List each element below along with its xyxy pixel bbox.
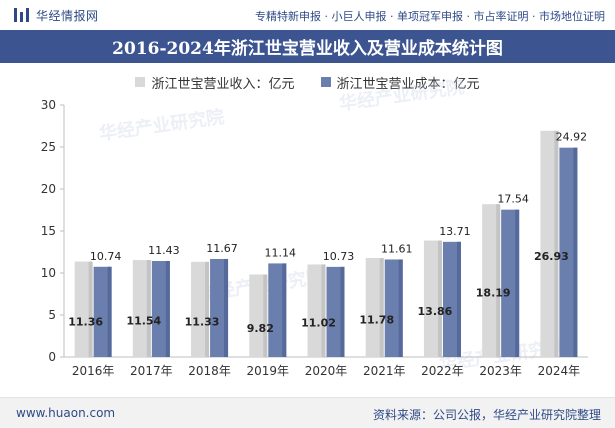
bar-cost: [442, 241, 461, 357]
bar-revenue-shade: [88, 261, 93, 357]
bar-revenue-shade: [205, 261, 210, 357]
bar-revenue: [365, 258, 384, 357]
bar-cost-shade: [515, 209, 520, 357]
bar-cost-shade: [340, 266, 345, 357]
data-label-cost: 10.73: [323, 250, 355, 263]
bar-cost-shade: [282, 263, 287, 357]
legend-label-cost: 浙江世宝营业成本：亿元: [336, 76, 480, 92]
bar-cost-shade: [573, 147, 578, 357]
x-tick-label: 2023年: [479, 364, 522, 378]
bar-cost: [93, 266, 112, 357]
bar-revenue-shade: [437, 240, 442, 357]
legend-label-revenue: 浙江世宝营业收入：亿元: [151, 76, 295, 92]
data-label-cost: 11.61: [381, 242, 413, 255]
data-label-revenue: 11.33: [185, 315, 220, 328]
bar-revenue: [482, 204, 501, 357]
bar-cost-shade: [165, 260, 170, 357]
data-label-revenue: 18.19: [476, 287, 511, 300]
bar-cost-shade: [224, 258, 229, 357]
bar-revenue: [307, 264, 326, 357]
data-label-cost: 17.54: [497, 193, 529, 206]
watermark-0: 华经产业研究院: [98, 106, 226, 145]
logo-bars-icon: [14, 8, 29, 22]
y-tick-label: 15: [41, 224, 56, 238]
data-label-revenue: 9.82: [247, 322, 274, 335]
bar-revenue: [74, 261, 93, 357]
bar-cost: [151, 260, 170, 357]
x-tick-label: 2018年: [188, 364, 231, 378]
bar-revenue: [132, 260, 151, 357]
bar-cost: [326, 266, 345, 357]
y-tick-label: 20: [41, 182, 56, 196]
footer-source: 资料来源：公司公报，华经产业研究院整理: [372, 408, 601, 422]
bar-cost: [384, 259, 403, 357]
watermark-1: 华经产业研究院: [338, 76, 466, 115]
bar-revenue-shade: [496, 204, 501, 357]
data-label-cost: 10.74: [90, 250, 122, 263]
bar-cost: [501, 209, 520, 357]
chart-legend: 浙江世宝营业收入：亿元 浙江世宝营业成本：亿元: [0, 70, 615, 94]
y-tick-label: 30: [41, 98, 56, 112]
bar-cost: [559, 147, 578, 357]
bar-revenue: [191, 261, 210, 357]
x-tick-label: 2019年: [247, 364, 290, 378]
x-tick-label: 2020年: [305, 364, 348, 378]
bar-revenue-shade: [146, 260, 151, 357]
legend-item-cost: 浙江世宝营业成本：亿元: [320, 73, 480, 92]
bar-revenue: [540, 130, 559, 357]
brand-name: 华经情报网: [36, 8, 99, 23]
title-bar: 2016-2024年浙江世宝营业收入及营业成本统计图: [0, 30, 615, 63]
footer-bar: www.huaon.com 资料来源：公司公报，华经产业研究院整理: [0, 397, 615, 428]
bar-cost: [210, 258, 229, 357]
legend-item-revenue: 浙江世宝营业收入：亿元: [135, 73, 295, 92]
brand[interactable]: 华经情报网: [14, 7, 99, 23]
x-tick-label: 2024年: [538, 364, 581, 378]
x-tick-label: 2022年: [421, 364, 464, 378]
bar-cost-shade: [398, 259, 403, 357]
data-label-cost: 11.14: [265, 246, 297, 259]
bar-revenue-shade: [263, 274, 268, 357]
data-label-cost: 24.92: [556, 131, 588, 144]
legend-swatch-revenue: [135, 77, 146, 87]
bar-revenue-shade: [554, 130, 559, 357]
data-label-cost: 11.43: [148, 244, 180, 257]
chart-title: 2016-2024年浙江世宝营业收入及营业成本统计图: [112, 39, 503, 59]
x-tick-label: 2021年: [363, 364, 406, 378]
bar-chart: 华经产业研究院华经产业研究院华经产业研究院华经产业研究院051015202530…: [41, 76, 588, 378]
bar-revenue-shade: [321, 264, 326, 357]
data-label-revenue: 11.36: [68, 315, 103, 328]
y-tick-label: 10: [41, 266, 56, 280]
data-label-revenue: 11.78: [359, 314, 394, 327]
bar-cost-shade: [456, 241, 461, 357]
data-label-cost: 13.71: [439, 225, 471, 238]
y-tick-label: 25: [41, 140, 56, 154]
x-tick-label: 2017年: [130, 364, 173, 378]
header-bar: 华经情报网 专精特新申报 · 小巨人申报 · 单项冠军申报 · 市占率证明 · …: [0, 0, 615, 30]
data-label-revenue: 26.93: [534, 250, 569, 263]
footer-url-link[interactable]: www.huaon.com: [16, 406, 116, 420]
data-label-revenue: 13.86: [418, 305, 453, 318]
data-label-revenue: 11.02: [301, 317, 336, 330]
bar-cost-shade: [107, 266, 112, 357]
service-tagline: 专精特新申报 · 小巨人申报 · 单项冠军申报 · 市占率证明 · 市场地位证明: [255, 10, 605, 23]
bar-revenue: [249, 274, 268, 357]
data-label-cost: 11.67: [206, 242, 238, 255]
legend-swatch-cost: [320, 77, 331, 87]
bar-revenue: [423, 240, 442, 357]
bar-cost: [268, 263, 287, 357]
x-tick-label: 2016年: [72, 364, 115, 378]
y-tick-label: 0: [48, 350, 56, 364]
data-label-revenue: 11.54: [126, 315, 161, 328]
y-tick-label: 5: [48, 308, 56, 322]
bar-revenue-shade: [379, 258, 384, 357]
